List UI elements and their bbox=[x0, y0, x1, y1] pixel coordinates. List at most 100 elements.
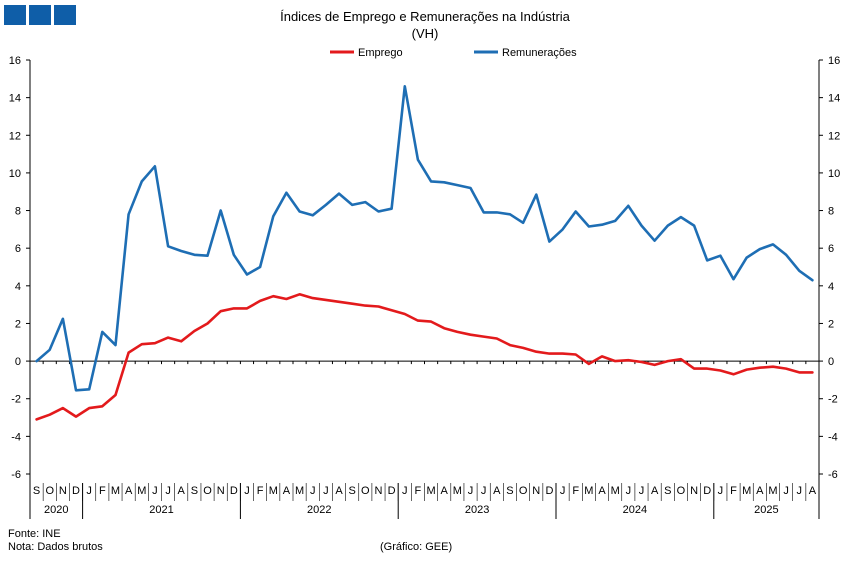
legend-item-remuneracoes-label: Remunerações bbox=[502, 47, 577, 59]
y-tick-label-left: 10 bbox=[9, 168, 21, 180]
brand-logo bbox=[4, 5, 76, 25]
month-label: M bbox=[742, 485, 751, 497]
month-label: A bbox=[335, 485, 343, 497]
month-label: S bbox=[191, 485, 198, 497]
month-label: F bbox=[99, 485, 106, 497]
y-tick-label-right: -6 bbox=[828, 469, 838, 481]
data-note: Nota: Dados brutos bbox=[8, 541, 103, 553]
month-label: J bbox=[797, 485, 803, 497]
month-label: M bbox=[137, 485, 146, 497]
chart-credit: (Gráfico: GEE) bbox=[380, 541, 453, 553]
month-label: M bbox=[295, 485, 304, 497]
month-label: S bbox=[33, 485, 40, 497]
month-label: J bbox=[560, 485, 566, 497]
month-label: F bbox=[257, 485, 264, 497]
month-label: A bbox=[493, 485, 501, 497]
y-tick-label-left: 12 bbox=[9, 130, 21, 142]
y-tick-label-left: 4 bbox=[15, 281, 21, 293]
month-label: A bbox=[651, 485, 659, 497]
month-label: A bbox=[125, 485, 133, 497]
y-tick-label-left: 6 bbox=[15, 243, 21, 255]
month-label: J bbox=[244, 485, 250, 497]
year-label: 2020 bbox=[44, 504, 68, 516]
year-label: 2022 bbox=[307, 504, 331, 516]
month-label: J bbox=[783, 485, 789, 497]
legend-item-emprego-label: Emprego bbox=[358, 47, 403, 59]
month-label: M bbox=[269, 485, 278, 497]
month-label: O bbox=[45, 485, 54, 497]
y-tick-label-left: 2 bbox=[15, 318, 21, 330]
month-label: S bbox=[349, 485, 356, 497]
month-label: J bbox=[468, 485, 474, 497]
logo-square bbox=[29, 5, 51, 25]
y-tick-label-right: 6 bbox=[828, 243, 834, 255]
y-tick-label-right: 0 bbox=[828, 356, 834, 368]
month-label: F bbox=[730, 485, 737, 497]
month-label: S bbox=[664, 485, 671, 497]
month-label: M bbox=[426, 485, 435, 497]
y-tick-label-left: 8 bbox=[15, 206, 21, 218]
month-label: N bbox=[374, 485, 382, 497]
series-line-emprego bbox=[35, 292, 814, 421]
month-label: O bbox=[203, 485, 212, 497]
chart-subtitle: (VH) bbox=[411, 26, 439, 41]
month-label: A bbox=[598, 485, 606, 497]
month-label: O bbox=[361, 485, 370, 497]
y-tick-label-right: -4 bbox=[828, 431, 838, 443]
month-label: J bbox=[86, 485, 92, 497]
month-label: J bbox=[639, 485, 645, 497]
y-tick-label-left: -2 bbox=[11, 394, 21, 406]
month-label: J bbox=[323, 485, 329, 497]
month-label: A bbox=[441, 485, 449, 497]
y-tick-label-left: -6 bbox=[11, 469, 21, 481]
source-note: Fonte: INE bbox=[8, 528, 61, 540]
month-label: O bbox=[677, 485, 686, 497]
month-label: O bbox=[519, 485, 528, 497]
y-tick-label-right: 12 bbox=[828, 130, 840, 142]
month-label: D bbox=[388, 485, 396, 497]
month-label: M bbox=[584, 485, 593, 497]
y-tick-label-right: 8 bbox=[828, 206, 834, 218]
y-tick-label-left: 14 bbox=[9, 93, 21, 105]
month-label: M bbox=[768, 485, 777, 497]
y-tick-label-right: 16 bbox=[828, 55, 840, 67]
month-label: D bbox=[230, 485, 238, 497]
y-tick-label-right: 14 bbox=[828, 93, 840, 105]
y-tick-label-left: -4 bbox=[11, 431, 21, 443]
logo-square bbox=[4, 5, 26, 25]
month-label: J bbox=[718, 485, 724, 497]
month-label: A bbox=[178, 485, 186, 497]
year-label: 2023 bbox=[465, 504, 489, 516]
month-label: J bbox=[310, 485, 316, 497]
y-tick-label-left: 0 bbox=[15, 356, 21, 368]
month-label: J bbox=[165, 485, 171, 497]
y-tick-label-right: 2 bbox=[828, 318, 834, 330]
month-label: S bbox=[506, 485, 513, 497]
y-tick-label-left: 16 bbox=[9, 55, 21, 67]
month-label: A bbox=[756, 485, 764, 497]
y-tick-label-right: -2 bbox=[828, 394, 838, 406]
month-label: N bbox=[690, 485, 698, 497]
month-label: N bbox=[532, 485, 540, 497]
chart-title: Índices de Emprego e Remunerações na Ind… bbox=[280, 9, 570, 24]
logo-square bbox=[54, 5, 76, 25]
y-tick-label-right: 4 bbox=[828, 281, 834, 293]
month-label: J bbox=[626, 485, 632, 497]
month-label: M bbox=[111, 485, 120, 497]
month-label: J bbox=[152, 485, 158, 497]
month-label: M bbox=[611, 485, 620, 497]
month-label: J bbox=[402, 485, 408, 497]
year-label: 2021 bbox=[149, 504, 173, 516]
month-label: J bbox=[481, 485, 487, 497]
month-label: A bbox=[809, 485, 817, 497]
month-label: D bbox=[703, 485, 711, 497]
month-label: N bbox=[59, 485, 67, 497]
month-label: F bbox=[415, 485, 422, 497]
month-label: M bbox=[453, 485, 462, 497]
month-label: D bbox=[72, 485, 80, 497]
y-tick-label-right: 10 bbox=[828, 168, 840, 180]
series-line-remuneracoes bbox=[35, 85, 814, 392]
year-label: 2024 bbox=[623, 504, 647, 516]
month-label: F bbox=[572, 485, 579, 497]
